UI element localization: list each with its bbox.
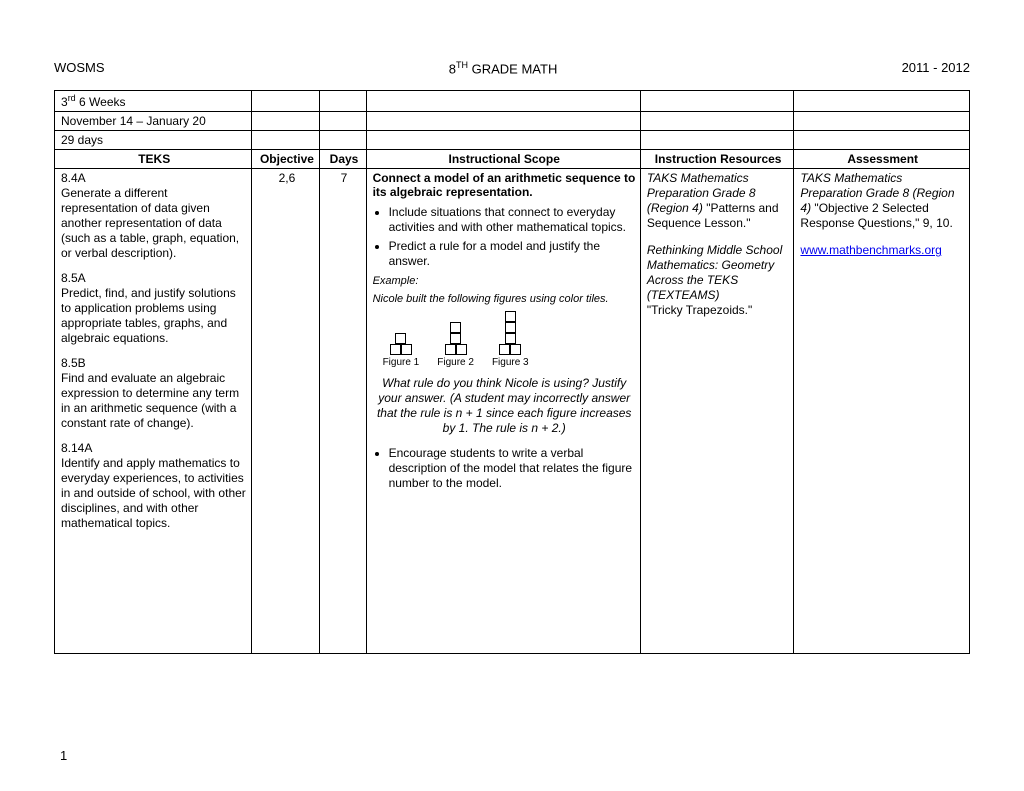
objective-cell: 2,6 [252,169,320,654]
tile-icon [390,344,401,355]
figure-label: Figure 2 [437,357,474,368]
teks-item: 8.5APredict, find, and justify solutions… [61,271,247,346]
tile-icon [505,311,516,322]
teks-code: 8.14A [61,441,92,455]
meta-weeks-ord: rd [68,93,76,103]
tile-icon [456,344,467,355]
figure-1: Figure 1 [383,333,420,368]
header-center-sup: TH [456,60,468,70]
empty-cell [252,131,320,150]
tile-icon [505,322,516,333]
header-center-post: GRADE MATH [468,61,557,76]
tile-icon [395,333,406,344]
tile-icon [450,322,461,333]
tile-icon [450,333,461,344]
col-days: Days [320,150,366,169]
figure-3: Figure 3 [492,311,529,368]
example-text: Nicole built the following figures using… [373,293,636,305]
empty-cell [794,131,970,150]
header-right: 2011 - 2012 [902,60,970,76]
curriculum-table: 3rd 6 Weeks November 14 – January 20 29 … [54,90,970,654]
page-number: 1 [60,748,67,763]
assessment-detail: "Objective 2 Selected Response Questions… [800,201,952,230]
meta-dates: November 14 – January 20 [55,112,252,131]
scope-bullets-b: Encourage students to write a verbal des… [389,446,636,491]
scope-question: What rule do you think Nicole is using? … [373,372,636,440]
col-assessment: Assessment [794,150,970,169]
teks-code: 8.5A [61,271,86,285]
teks-code: 8.4A [61,171,86,185]
teks-text: Generate a different representation of d… [61,186,239,260]
meta-row-3: 29 days [55,131,970,150]
scope-bullets-a: Include situations that connect to every… [389,205,636,269]
empty-cell [366,91,640,112]
meta-days: 29 days [55,131,252,150]
teks-cell: 8.4AGenerate a different representation … [55,169,252,654]
empty-cell [640,131,794,150]
col-scope: Instructional Scope [366,150,640,169]
figures-diagram: Figure 1 Figure 2 Figure 3 [383,311,636,368]
empty-cell [640,112,794,131]
empty-cell [252,112,320,131]
scope-bullet: Encourage students to write a verbal des… [389,446,636,491]
scope-bullet: Include situations that connect to every… [389,205,636,235]
example-label: Example: [373,275,636,287]
page-header: WOSMS 8TH GRADE MATH 2011 - 2012 [54,60,970,76]
tile-icon [505,333,516,344]
header-left: WOSMS [54,60,105,76]
teks-text: Predict, find, and justify solutions to … [61,286,236,345]
figure-label: Figure 3 [492,357,529,368]
meta-weeks-post: 6 Weeks [76,95,126,109]
resource-item: Rethinking Middle School Mathematics: Ge… [647,243,790,318]
resource-title: Rethinking Middle School Mathematics: Ge… [647,243,782,302]
teks-item: 8.5BFind and evaluate an algebraic expre… [61,356,247,431]
header-center: 8TH GRADE MATH [105,60,902,76]
header-center-pre: 8 [449,61,456,76]
empty-cell [366,112,640,131]
tile-icon [499,344,510,355]
scope-lead: Connect a model of an arithmetic sequenc… [373,171,636,199]
empty-cell [640,91,794,112]
resource-detail: "Tricky Trapezoids." [647,303,752,317]
assessment-item: TAKS Mathematics Preparation Grade 8 (Re… [800,171,965,231]
empty-cell [794,112,970,131]
meta-weeks-pre: 3 [61,95,68,109]
document-page: WOSMS 8TH GRADE MATH 2011 - 2012 3rd 6 W… [0,0,1024,791]
scope-cell: Connect a model of an arithmetic sequenc… [366,169,640,654]
empty-cell [320,112,366,131]
days-cell: 7 [320,169,366,654]
teks-code: 8.5B [61,356,86,370]
teks-text: Find and evaluate an algebraic expressio… [61,371,239,430]
scope-bullet: Predict a rule for a model and justify t… [389,239,636,269]
resource-item: TAKS Mathematics Preparation Grade 8 (Re… [647,171,790,231]
tile-icon [510,344,521,355]
figure-label: Figure 1 [383,357,420,368]
tile-icon [401,344,412,355]
empty-cell [252,91,320,112]
col-resources: Instruction Resources [640,150,794,169]
assessment-cell: TAKS Mathematics Preparation Grade 8 (Re… [794,169,970,654]
resources-cell: TAKS Mathematics Preparation Grade 8 (Re… [640,169,794,654]
teks-item: 8.4AGenerate a different representation … [61,171,247,261]
col-objective: Objective [252,150,320,169]
content-row: 8.4AGenerate a different representation … [55,169,970,654]
meta-row-1: 3rd 6 Weeks [55,91,970,112]
assessment-link[interactable]: www.mathbenchmarks.org [800,243,941,257]
col-teks: TEKS [55,150,252,169]
empty-cell [794,91,970,112]
column-header-row: TEKS Objective Days Instructional Scope … [55,150,970,169]
teks-item: 8.14AIdentify and apply mathematics to e… [61,441,247,531]
tile-icon [445,344,456,355]
figure-2: Figure 2 [437,322,474,368]
empty-cell [320,131,366,150]
meta-row-2: November 14 – January 20 [55,112,970,131]
empty-cell [366,131,640,150]
meta-weeks: 3rd 6 Weeks [55,91,252,112]
empty-cell [320,91,366,112]
teks-text: Identify and apply mathematics to everyd… [61,456,246,530]
